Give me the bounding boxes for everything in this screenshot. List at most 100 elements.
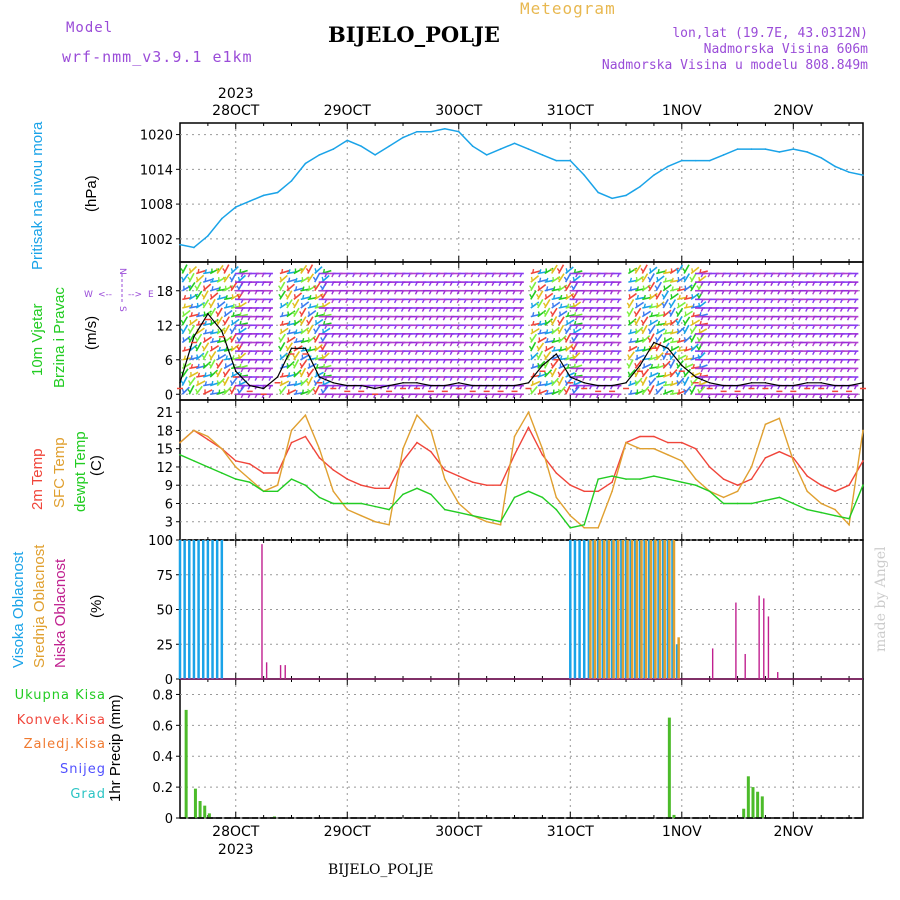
wind-barb <box>551 348 562 352</box>
wind-barb <box>530 333 538 343</box>
y-tick-label: 0 <box>165 812 173 827</box>
temp-2m-line-point <box>388 487 390 490</box>
wind-barb-feather <box>188 268 192 273</box>
wind-barb-feather <box>543 354 547 359</box>
wind-barb <box>544 369 553 378</box>
wind-barb-feather <box>563 285 568 290</box>
dewpt-temp-line-point <box>750 502 753 505</box>
wind-barb <box>655 281 662 292</box>
wind-barb-feather <box>281 372 284 377</box>
wind-barb <box>572 352 581 361</box>
wind-barb-feather <box>181 388 185 394</box>
wind-barb-feather <box>616 290 621 295</box>
wind-barb <box>300 353 310 361</box>
wind-barb-feather <box>671 277 674 282</box>
y-tick-label: 0 <box>165 388 173 403</box>
temp-2m-line-point <box>234 460 237 462</box>
legend-total-rain: Ukupna Kisa <box>14 688 106 703</box>
wind-barb-feather <box>573 312 577 317</box>
wind-barb <box>537 309 547 318</box>
wind-barb-feather <box>305 328 310 333</box>
wind-barb-feather <box>853 273 857 278</box>
wind-barb <box>550 367 557 378</box>
wind-barb <box>544 318 553 326</box>
wind-barb-feather <box>208 362 212 368</box>
y-tick-label: 9 <box>165 479 173 494</box>
wind-barb-feather <box>670 294 673 299</box>
wind-barb <box>181 309 191 318</box>
wind-barb <box>196 269 207 275</box>
dewpt-temp-line-point <box>485 517 488 520</box>
wind-barb <box>648 372 659 378</box>
wind-barb <box>314 384 321 395</box>
wind-barb-feather <box>698 276 701 282</box>
wind-barb-feather <box>636 337 639 343</box>
wind-speed-line-point <box>276 376 279 378</box>
wind-barb <box>195 352 205 361</box>
wind-barb <box>314 266 323 275</box>
wind-barb <box>237 352 247 361</box>
wind-barb <box>634 316 641 326</box>
wind-barb-feather <box>519 281 523 287</box>
wind-barb <box>662 360 671 369</box>
wind-barb-feather <box>650 303 653 308</box>
wind-barb <box>662 298 669 309</box>
wind-barb-feather <box>201 293 205 299</box>
wind-barb-feather <box>670 319 673 325</box>
wind-barb-feather <box>678 346 681 352</box>
wind-barb <box>544 299 551 309</box>
wind-barb-feather <box>187 285 192 290</box>
y-tick-label: 25 <box>156 638 173 653</box>
sfc-temp-line-point <box>388 523 390 526</box>
sfc-temp-line-point <box>750 466 753 468</box>
wind-barb-feather <box>316 312 319 317</box>
wind-speed-line-point <box>653 341 655 344</box>
sfc-temp-line-point <box>834 508 836 511</box>
wind-barb-feather <box>657 363 660 368</box>
temp-2m-line-point <box>694 447 697 450</box>
temp-2m-line-point <box>374 487 376 490</box>
wind-barb-feather <box>655 354 659 359</box>
wind-barb <box>293 339 304 344</box>
pressure-line-point <box>555 159 558 162</box>
wind-barb <box>202 283 212 292</box>
wind-barb-feather <box>215 371 219 376</box>
wind-barb-feather <box>197 320 200 325</box>
wind-barb-feather <box>564 328 568 333</box>
wind-barb-feather <box>320 293 324 299</box>
wind-barb-feather <box>519 324 523 330</box>
wind-speed-line-point <box>750 381 753 384</box>
temp-2m-line-point <box>820 484 822 487</box>
wind-barb-feather <box>668 311 672 316</box>
temp-2m-line-point <box>667 441 669 444</box>
pressure-line-point <box>778 151 781 153</box>
wind-barb <box>627 318 637 326</box>
wind-barb <box>300 367 307 378</box>
wind-barb-feather <box>222 276 226 281</box>
wind-barb-feather <box>314 268 317 273</box>
dewpt-temp-line-point <box>444 508 446 511</box>
wind-barb-feather <box>616 359 621 364</box>
pressure-line-point <box>332 148 335 150</box>
temp-2m-line-point <box>555 472 558 474</box>
dewpt-temp-line-point <box>430 493 432 496</box>
wind-barb-feather <box>545 329 549 334</box>
wind-barb-feather <box>689 337 693 342</box>
wind-barb-feather <box>565 294 568 299</box>
wind-barb <box>683 305 695 309</box>
wind-barb-feather <box>616 281 621 287</box>
wind-barb-feather <box>309 346 312 351</box>
wind-barb-feather <box>215 362 219 368</box>
wind-barb-feather <box>663 285 666 290</box>
wind-barb <box>216 367 223 378</box>
wind-barb-feather <box>689 388 693 393</box>
wind-barb <box>195 385 203 395</box>
wind-barb-feather <box>190 363 194 369</box>
wind-barb-feather <box>640 319 644 324</box>
sfc-temp-line-point <box>193 429 195 432</box>
bottom-year-label: 2023 <box>218 842 254 858</box>
wind-barb-feather <box>635 302 638 307</box>
wind-barb <box>634 377 643 387</box>
dewpt-temp-line-point <box>708 490 711 493</box>
wind-speed-line-point <box>736 384 739 387</box>
